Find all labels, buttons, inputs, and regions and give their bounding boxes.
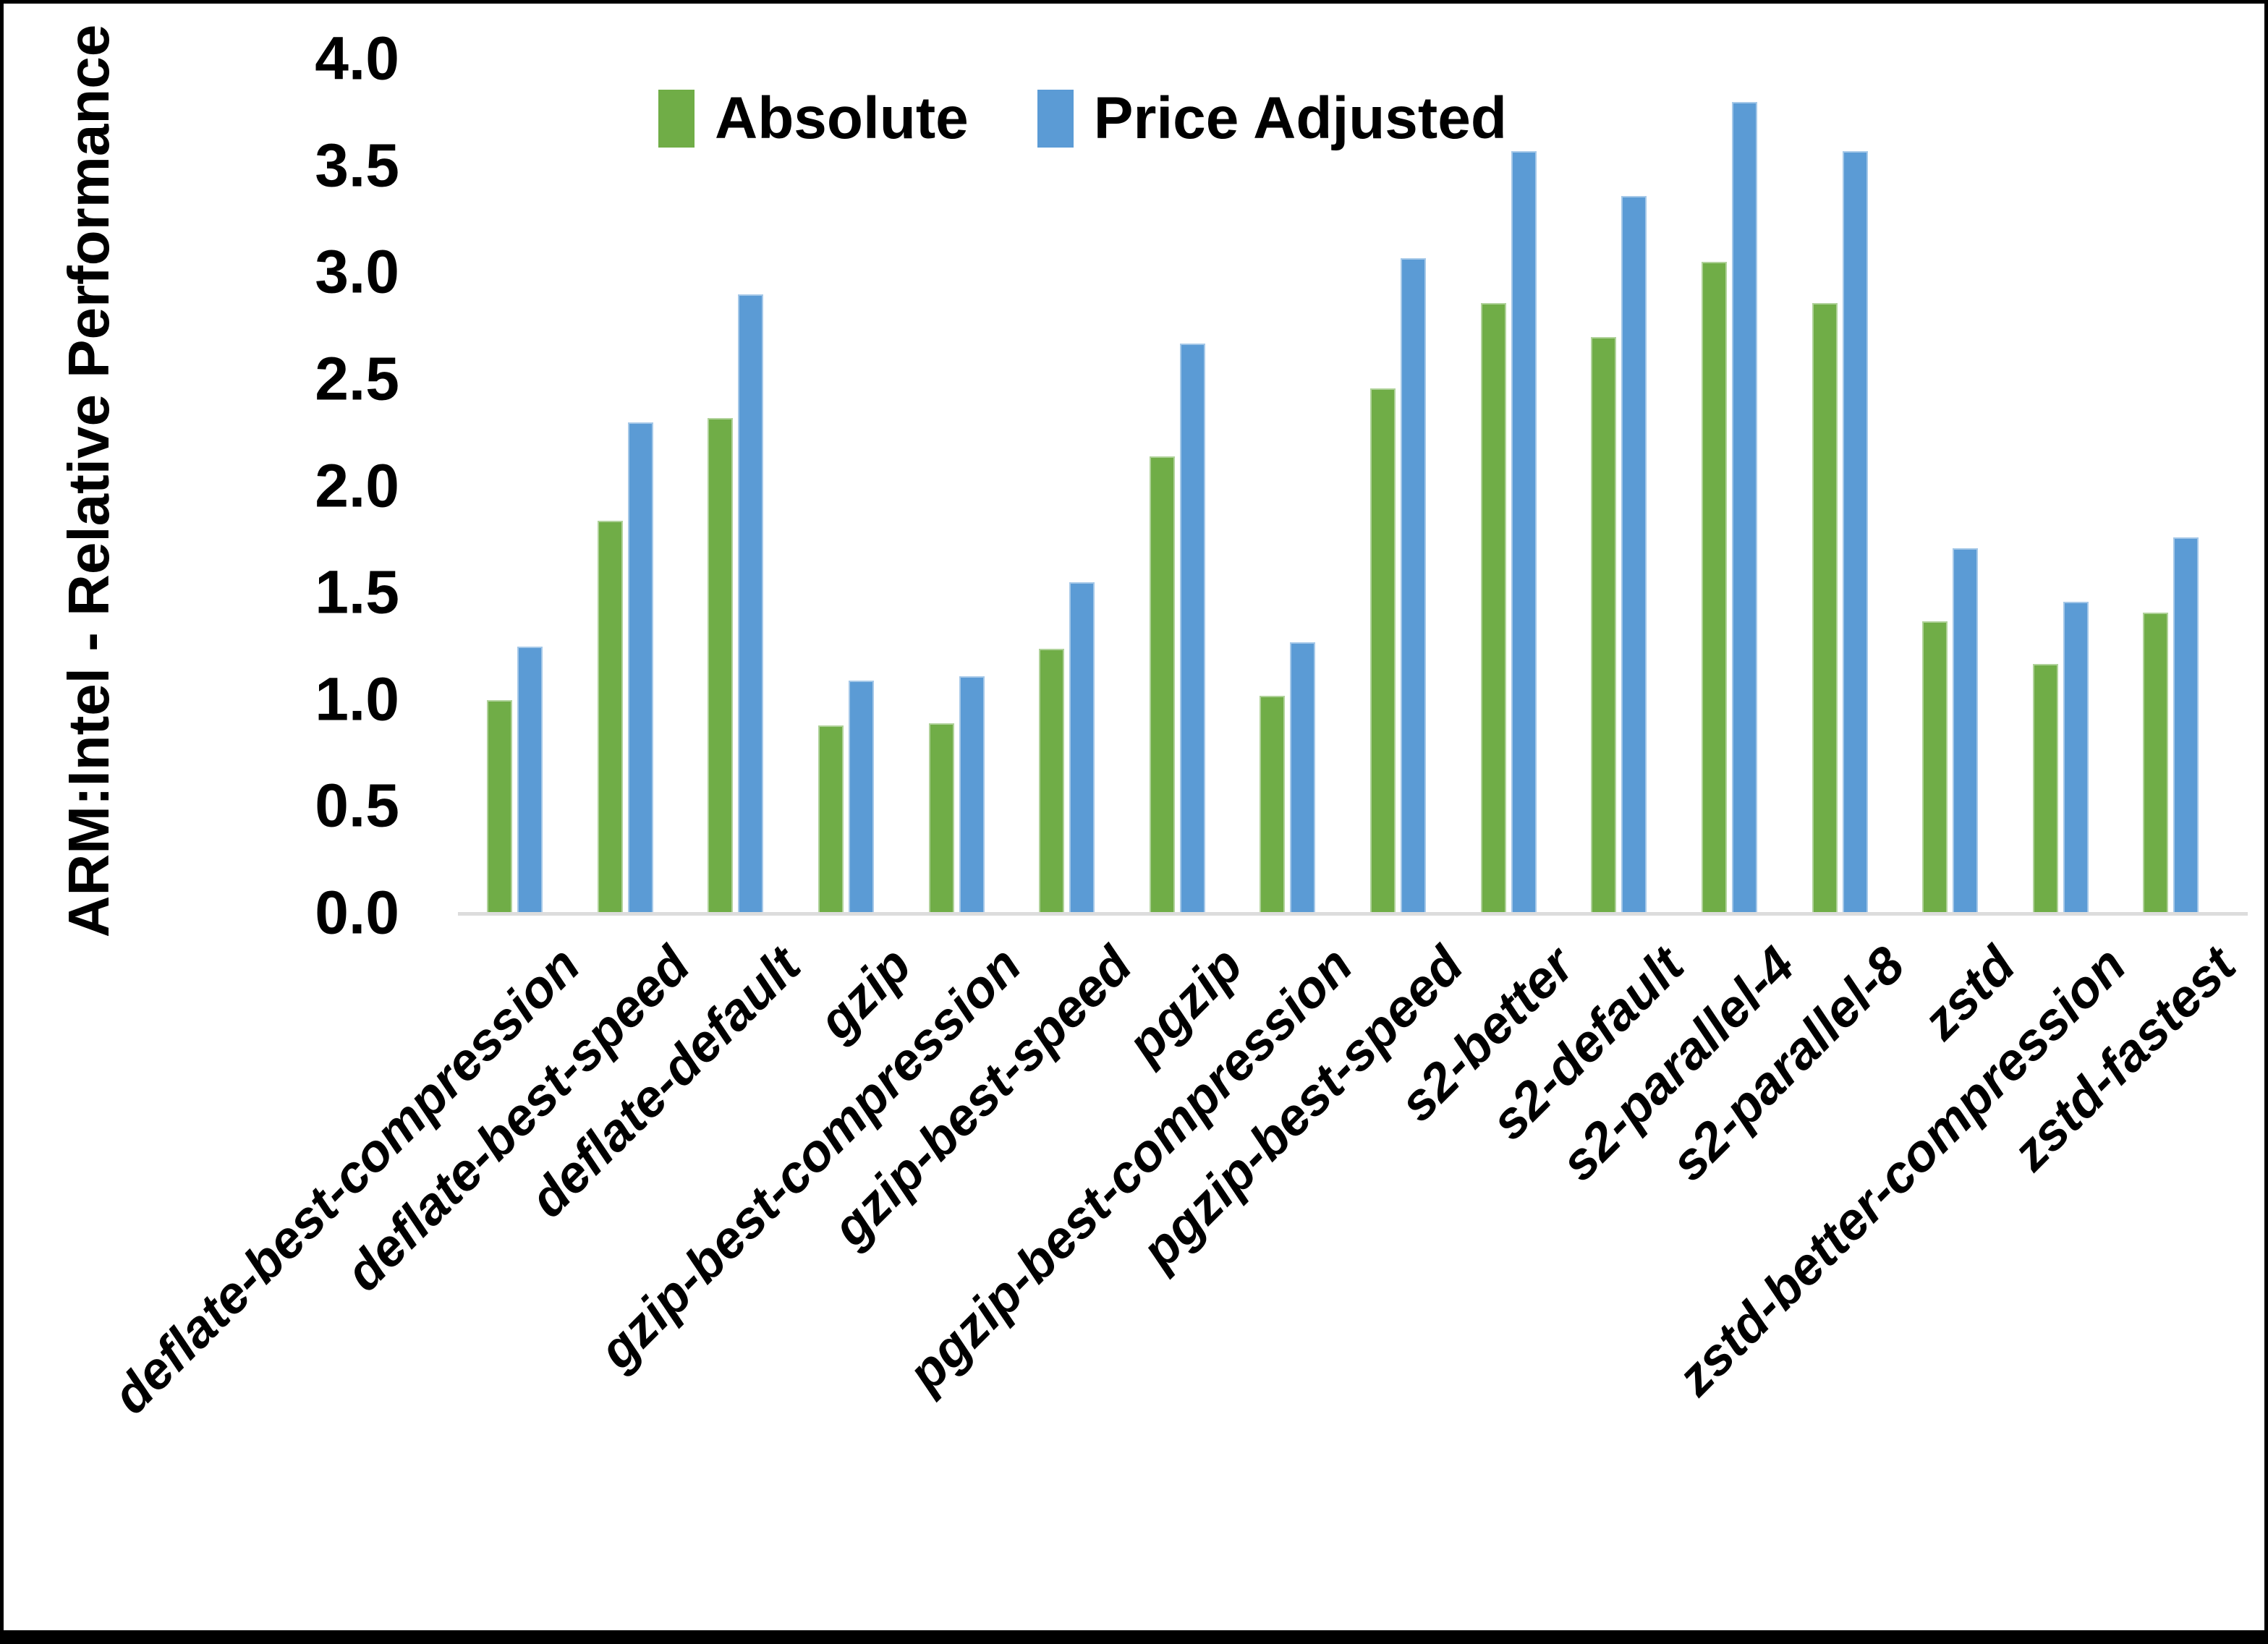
bar-absolute-zstd-better-compression bbox=[2032, 663, 2058, 913]
bar-absolute-zstd bbox=[1922, 621, 1948, 913]
bar-price-adjusted-deflate-best-compression bbox=[517, 646, 543, 913]
bar-price-adjusted-zstd bbox=[1953, 548, 1979, 913]
bar-price-adjusted-deflate-default bbox=[738, 294, 764, 913]
bar-price-adjusted-pgzip bbox=[1179, 343, 1205, 913]
bar-absolute-deflate-default bbox=[708, 418, 734, 913]
bar-price-adjusted-s2-parallel-8 bbox=[1842, 150, 1868, 913]
legend-label-absolute: Absolute bbox=[715, 85, 969, 151]
y-tick-3.5: 3.5 bbox=[315, 130, 399, 199]
bar-price-adjusted-s2-better bbox=[1511, 150, 1537, 913]
y-tick-1.5: 1.5 bbox=[315, 558, 399, 626]
bar-price-adjusted-pgzip-best-compression bbox=[1290, 642, 1316, 913]
bar-absolute-s2-default bbox=[1591, 336, 1617, 913]
bar-price-adjusted-zstd-fastest bbox=[2173, 537, 2199, 913]
bar-absolute-gzip bbox=[817, 725, 844, 913]
bar-price-adjusted-zstd-better-compression bbox=[2063, 601, 2089, 913]
bar-price-adjusted-pgzip-best-speed bbox=[1401, 257, 1426, 913]
legend-swatch-price-adjusted-icon bbox=[1037, 90, 1074, 148]
x-axis-line bbox=[458, 912, 2248, 916]
bar-price-adjusted-gzip-best-compression bbox=[959, 676, 985, 913]
bar-price-adjusted-s2-default bbox=[1621, 195, 1647, 913]
bar-absolute-gzip-best-speed bbox=[1039, 648, 1065, 913]
y-axis-title: ARM:Intel - Relative Performance bbox=[56, 24, 121, 938]
bar-absolute-s2-parallel-8 bbox=[1812, 302, 1838, 913]
y-tick-4.0: 4.0 bbox=[315, 24, 399, 93]
bar-absolute-gzip-best-compression bbox=[928, 723, 954, 913]
y-tick-0.5: 0.5 bbox=[315, 771, 399, 840]
y-tick-2.0: 2.0 bbox=[315, 451, 399, 519]
bar-absolute-pgzip bbox=[1149, 456, 1175, 913]
bar-absolute-pgzip-best-compression bbox=[1260, 695, 1286, 913]
x-label-deflate-best-compression: deflate-best-compression bbox=[101, 936, 591, 1426]
y-tick-1.0: 1.0 bbox=[315, 665, 399, 733]
bar-price-adjusted-s2-parallel-4 bbox=[1731, 102, 1757, 913]
legend-swatch-absolute-icon bbox=[658, 90, 695, 148]
bar-absolute-deflate-best-compression bbox=[487, 699, 512, 913]
legend: Absolute Price Adjusted bbox=[658, 89, 1507, 148]
legend-item-absolute: Absolute bbox=[658, 89, 969, 148]
y-tick-3.0: 3.0 bbox=[315, 237, 399, 306]
bar-absolute-deflate-best-speed bbox=[597, 520, 623, 913]
y-tick-2.5: 2.5 bbox=[315, 344, 399, 413]
bar-price-adjusted-gzip-best-speed bbox=[1069, 582, 1095, 913]
legend-item-price-adjusted: Price Adjusted bbox=[1037, 89, 1507, 148]
bar-absolute-zstd-fastest bbox=[2143, 612, 2169, 913]
legend-label-price-adjusted: Price Adjusted bbox=[1093, 85, 1507, 151]
bar-absolute-s2-parallel-4 bbox=[1701, 262, 1727, 913]
bar-price-adjusted-gzip bbox=[848, 681, 874, 913]
y-tick-0.0: 0.0 bbox=[315, 878, 399, 947]
bar-absolute-pgzip-best-speed bbox=[1370, 388, 1396, 913]
bar-absolute-s2-better bbox=[1480, 302, 1506, 913]
bar-price-adjusted-deflate-best-speed bbox=[627, 422, 653, 913]
